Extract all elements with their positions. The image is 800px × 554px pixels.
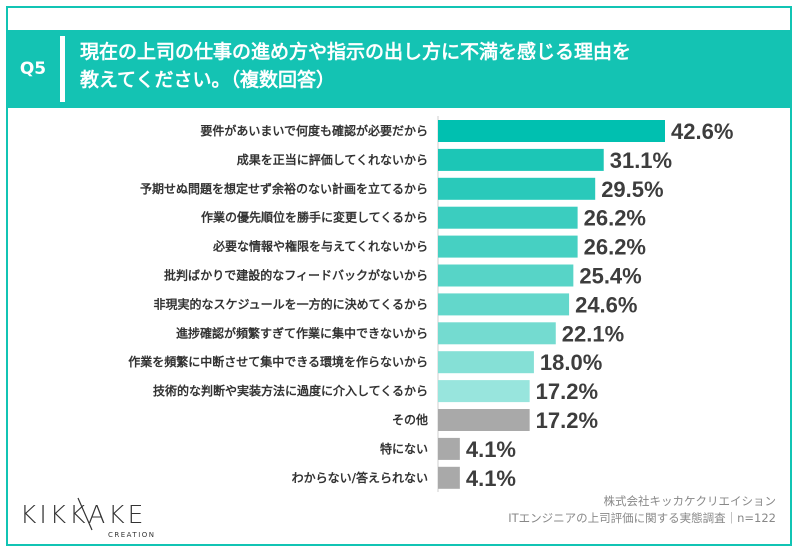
value-label: 26.2%	[584, 235, 646, 260]
value-label: 42.6%	[671, 119, 733, 144]
value-label: 17.2%	[536, 379, 598, 404]
value-label: 24.6%	[575, 292, 637, 317]
bar	[438, 177, 596, 200]
value-label: 4.1%	[466, 437, 516, 462]
value-label: 29.5%	[601, 177, 663, 202]
question-number: Q5	[19, 59, 47, 79]
category-label: 特にない	[380, 441, 428, 456]
value-label: 4.1%	[466, 466, 516, 491]
question-header	[8, 30, 792, 108]
source-survey: ITエンジニアの上司評価に関する実態調査｜n=122	[508, 511, 776, 525]
value-label: 26.2%	[584, 206, 646, 231]
category-label: 技術的な判断や実装方法に過度に介入してくるから	[153, 383, 428, 398]
value-label: 25.4%	[579, 264, 641, 289]
category-label: 要件があいまいで何度も確認が必要だから	[200, 123, 428, 138]
logo-slash	[77, 497, 93, 531]
question-title: 現在の上司の仕事の進め方や指示の出し方に不満を感じる理由を 教えてください。（複…	[80, 38, 780, 94]
bar	[438, 437, 460, 460]
category-label: 成果を正当に評価してくれないから	[237, 152, 428, 167]
bar	[438, 322, 556, 345]
category-label: その他	[392, 412, 428, 427]
bar	[438, 264, 574, 287]
bar	[438, 235, 578, 258]
logo-subtitle: CREATION	[108, 531, 156, 539]
value-label: 18.0%	[540, 350, 602, 375]
value-label: 17.2%	[536, 408, 598, 433]
header-divider	[60, 36, 65, 102]
title-line-1: 現在の上司の仕事の進め方や指示の出し方に不満を感じる理由を	[80, 41, 632, 63]
logo: KIKKAKE CREATION	[20, 500, 170, 539]
category-label: 非現実的なスケジュールを一方的に決めてくるから	[153, 296, 428, 311]
source-company: 株式会社キッカケクリエイション	[603, 494, 777, 508]
logo-wordmark: KIKKAKE	[20, 500, 147, 529]
category-label: 進捗確認が頻繁すぎて作業に集中できないから	[176, 325, 428, 340]
category-label: 予期せぬ問題を想定せず余裕のない計画を立てるから	[140, 181, 428, 196]
bar	[438, 380, 530, 403]
bar	[438, 409, 530, 431]
value-label: 31.1%	[610, 148, 672, 173]
category-label: 作業の優先順位を勝手に変更してくるから	[201, 210, 428, 225]
category-label: 批判ばかりで建設的なフィードバックがないから	[164, 268, 428, 283]
title-line-2: 教えてください。（複数回答）	[80, 69, 335, 91]
category-label: 必要な情報や権限を与えてくれないから	[212, 239, 428, 254]
bar	[438, 351, 534, 374]
bar	[438, 206, 578, 229]
bar	[438, 466, 460, 489]
source-note: 株式会社キッカケクリエイション ITエンジニアの上司評価に関する実態調査｜n=1…	[356, 493, 776, 527]
bar	[438, 148, 604, 171]
bar	[438, 293, 570, 316]
value-label: 22.1%	[562, 321, 624, 346]
category-label: わからない/答えられない	[292, 470, 428, 485]
bar	[438, 120, 665, 142]
category-label: 作業を頻繁に中断させて集中できる環境を作らないから	[128, 354, 428, 369]
